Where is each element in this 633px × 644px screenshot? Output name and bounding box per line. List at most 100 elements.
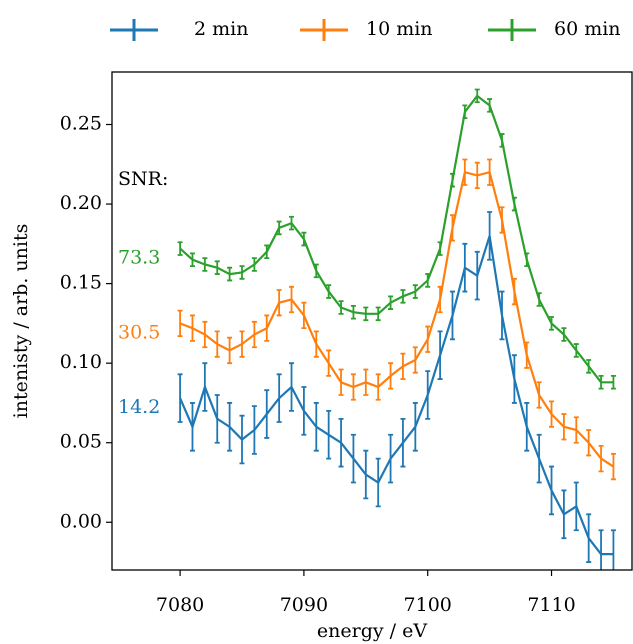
error-bar bbox=[227, 266, 233, 282]
snr-value: 73.3 bbox=[118, 247, 160, 269]
error-bar bbox=[487, 98, 493, 113]
error-bar bbox=[487, 211, 493, 261]
error-bar bbox=[474, 88, 480, 104]
error-bar bbox=[177, 373, 183, 423]
error-bar bbox=[214, 394, 220, 444]
error-bar bbox=[276, 373, 282, 423]
error-bar bbox=[276, 289, 282, 317]
error-bar bbox=[326, 409, 332, 460]
error-bar bbox=[313, 330, 319, 358]
error-bar bbox=[437, 241, 443, 256]
error-bar bbox=[573, 416, 579, 444]
error-bar bbox=[400, 352, 406, 380]
legend-swatch bbox=[110, 19, 158, 41]
error-bar bbox=[313, 263, 319, 279]
error-bar bbox=[388, 295, 394, 310]
error-bar bbox=[363, 306, 369, 322]
error-bar bbox=[437, 285, 443, 314]
error-bar bbox=[449, 290, 455, 341]
error-bar bbox=[536, 381, 542, 409]
error-bar bbox=[375, 373, 381, 401]
error-bar bbox=[610, 374, 616, 390]
error-bar bbox=[586, 359, 592, 374]
error-bar bbox=[511, 354, 517, 404]
snr-value: 30.5 bbox=[118, 321, 160, 343]
error-bar bbox=[375, 457, 381, 508]
error-bar bbox=[326, 284, 332, 299]
x-tick-label: 7080 bbox=[156, 594, 204, 616]
data-line bbox=[179, 235, 614, 556]
error-bar bbox=[462, 104, 468, 120]
x-axis-label: energy / eV bbox=[317, 620, 427, 642]
legend-swatch bbox=[488, 19, 536, 41]
error-bar bbox=[586, 513, 592, 563]
error-bar bbox=[202, 362, 208, 412]
y-tick-label: 0.15 bbox=[60, 272, 102, 294]
error-bar bbox=[524, 402, 530, 452]
x-tick-label: 7110 bbox=[527, 594, 575, 616]
error-bar bbox=[536, 433, 542, 484]
error-bar bbox=[536, 292, 542, 307]
y-tick-label: 0.05 bbox=[60, 431, 102, 453]
error-bar bbox=[549, 316, 555, 331]
error-bar bbox=[313, 402, 319, 452]
error-bar bbox=[412, 346, 418, 374]
snr-heading: SNR: bbox=[118, 168, 168, 190]
error-bar bbox=[462, 158, 468, 186]
error-bar bbox=[239, 265, 245, 280]
y-axis-label: intenisty / arb. units bbox=[10, 224, 32, 419]
error-bar bbox=[338, 368, 344, 396]
error-bar bbox=[449, 214, 455, 242]
error-bar bbox=[227, 336, 233, 365]
error-bar bbox=[437, 330, 443, 380]
error-bar bbox=[189, 402, 195, 452]
error-bar bbox=[189, 252, 195, 268]
error-bar bbox=[610, 452, 616, 481]
error-bar bbox=[289, 285, 295, 314]
x-tick-label: 7100 bbox=[404, 594, 452, 616]
error-bar bbox=[425, 273, 431, 288]
error-bar bbox=[363, 368, 369, 396]
error-bar bbox=[239, 414, 245, 465]
error-bar bbox=[400, 417, 406, 468]
error-bar bbox=[239, 330, 245, 358]
error-bar bbox=[474, 161, 480, 190]
error-bar bbox=[425, 325, 431, 353]
error-bar bbox=[412, 284, 418, 299]
error-bar bbox=[586, 429, 592, 457]
error-bar bbox=[251, 405, 257, 455]
error-bar bbox=[561, 413, 567, 441]
error-bar bbox=[177, 241, 183, 256]
error-bar bbox=[487, 158, 493, 186]
error-bar bbox=[499, 206, 505, 234]
error-bar bbox=[301, 231, 307, 247]
error-bar bbox=[350, 304, 356, 320]
error-bar bbox=[511, 277, 517, 306]
error-bar bbox=[251, 320, 257, 349]
error-bar bbox=[425, 370, 431, 420]
error-bar bbox=[363, 449, 369, 500]
error-bar bbox=[598, 444, 604, 473]
error-bar bbox=[214, 330, 220, 358]
data-line bbox=[179, 94, 614, 384]
error-bar bbox=[549, 400, 555, 428]
plot-frame bbox=[111, 71, 633, 571]
error-bar bbox=[177, 309, 183, 338]
error-bar bbox=[214, 260, 220, 275]
error-bar bbox=[511, 196, 517, 212]
error-bar bbox=[388, 362, 394, 390]
error-bar bbox=[350, 373, 356, 401]
error-bar bbox=[388, 433, 394, 484]
legend-label: 10 min bbox=[366, 18, 433, 40]
error-bar bbox=[474, 250, 480, 301]
error-bar bbox=[400, 289, 406, 304]
plot-area bbox=[177, 88, 616, 570]
error-bar bbox=[338, 300, 344, 315]
error-bar bbox=[264, 389, 270, 439]
error-bar bbox=[449, 172, 455, 188]
error-bar bbox=[301, 386, 307, 436]
error-bar bbox=[251, 257, 257, 272]
error-bar bbox=[202, 320, 208, 349]
y-tick-label: 0.10 bbox=[60, 351, 102, 373]
error-bar bbox=[326, 349, 332, 377]
